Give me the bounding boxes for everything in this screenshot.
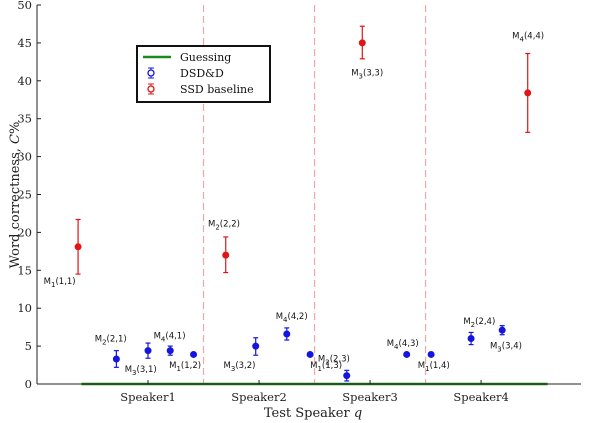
x-tick-label-1: Speaker1 bbox=[120, 390, 176, 404]
dsd-marker bbox=[343, 372, 351, 380]
legend-dsd-marker bbox=[147, 67, 155, 79]
annotation-5: M1(1,2) bbox=[169, 361, 201, 373]
y-tick-label-35: 35 bbox=[17, 112, 32, 126]
ssd-point-1 bbox=[74, 218, 82, 275]
annotation-1: M1(1,1) bbox=[44, 277, 76, 289]
y-tick-label-25: 25 bbox=[17, 188, 32, 202]
speaker-separators bbox=[202, 5, 427, 384]
dsd-point-12 bbox=[498, 325, 506, 336]
annotation-7: M3(3,2) bbox=[224, 361, 256, 373]
dsd-point-5 bbox=[252, 337, 260, 356]
dsd-point-1 bbox=[112, 350, 120, 368]
dsd-marker bbox=[403, 350, 411, 358]
y-axis-label: Word correctness, C% bbox=[8, 122, 23, 269]
y-tick-label-30: 30 bbox=[17, 150, 32, 164]
annotation-3: M3(3,1) bbox=[125, 365, 157, 377]
ssd-marker bbox=[524, 89, 532, 97]
dsd-point-6 bbox=[283, 327, 291, 341]
ssd-marker bbox=[222, 251, 230, 259]
ssd-point-4 bbox=[524, 52, 532, 133]
x-tick-label-3: Speaker3 bbox=[342, 390, 398, 404]
ssd-marker bbox=[74, 243, 82, 251]
dsd-marker bbox=[112, 355, 120, 363]
ssd-point-3 bbox=[358, 25, 366, 60]
annotation-6: M2(2,2) bbox=[208, 219, 240, 231]
ssd-marker bbox=[358, 39, 366, 47]
annotation-12: M4(4,3) bbox=[387, 339, 419, 351]
dsd-marker bbox=[144, 347, 152, 355]
dsd-point-4 bbox=[190, 350, 198, 358]
x-tick-label-2: Speaker2 bbox=[231, 390, 287, 404]
y-tick-label-40: 40 bbox=[17, 74, 32, 88]
annotation-11: M3(3,3) bbox=[351, 68, 383, 80]
legend-dsd-label: DSD&D bbox=[180, 67, 224, 80]
annotation-8: M4(4,2) bbox=[276, 312, 308, 324]
dsd-marker bbox=[166, 347, 174, 355]
dsd-point-10 bbox=[427, 350, 435, 358]
dsd-point-11 bbox=[467, 331, 475, 346]
x-tick-label-4: Speaker4 bbox=[453, 390, 509, 404]
annotation-4: M4(4,1) bbox=[154, 332, 186, 344]
ticks: 0 5 10 15 20 25 30 35 40 45 50 Speaker1 Speaker2 Spea… bbox=[17, 0, 508, 404]
dsd-marker bbox=[467, 335, 475, 343]
y-tick-label-15: 15 bbox=[17, 263, 32, 277]
dsd-marker bbox=[427, 350, 435, 358]
y-tick-label-5: 5 bbox=[25, 339, 32, 353]
y-tick-label-20: 20 bbox=[17, 225, 32, 239]
dsd-marker bbox=[283, 330, 291, 338]
annotation-14: M2(2,4) bbox=[463, 317, 495, 329]
legend-ssd-marker bbox=[147, 83, 155, 95]
legend-box bbox=[136, 45, 271, 103]
x-axis-label: Test Speaker q bbox=[264, 406, 362, 421]
dsd-marker bbox=[252, 342, 260, 350]
annotation-15: M3(3,4) bbox=[490, 341, 522, 353]
y-tick-label-10: 10 bbox=[17, 301, 32, 315]
dsd-point-7 bbox=[306, 350, 314, 358]
legend-guessing-label: Guessing bbox=[180, 51, 231, 64]
ssd-point-2 bbox=[222, 236, 230, 274]
annotations: M1(1,1) M2(2,1) M3(3,1) M4(4,1) M1(1,2) M2(2,… bbox=[44, 31, 544, 377]
dsd-marker bbox=[498, 326, 506, 334]
errorbar-series bbox=[74, 25, 532, 382]
y-tick-label-45: 45 bbox=[17, 36, 32, 50]
dsd-marker bbox=[306, 350, 314, 358]
annotation-16: M4(4,4) bbox=[512, 31, 544, 43]
dsd-point-3 bbox=[166, 345, 174, 356]
legend: Guessing DSD&D SSD baseline bbox=[136, 45, 271, 103]
dsd-point-9 bbox=[403, 350, 411, 358]
dsd-marker bbox=[190, 350, 198, 358]
annotation-2: M2(2,1) bbox=[95, 335, 127, 347]
dsd-point-8 bbox=[343, 369, 351, 382]
y-tick-label-0: 0 bbox=[25, 377, 32, 391]
annotation-10: M2(2,3) bbox=[318, 354, 350, 366]
legend-ssd-label: SSD baseline bbox=[180, 83, 254, 96]
y-tick-label-50: 50 bbox=[17, 0, 32, 12]
annotation-9: M1(1,3) bbox=[310, 361, 342, 373]
annotation-13: M1(1,4) bbox=[418, 361, 450, 373]
dsd-point-2 bbox=[144, 342, 152, 359]
